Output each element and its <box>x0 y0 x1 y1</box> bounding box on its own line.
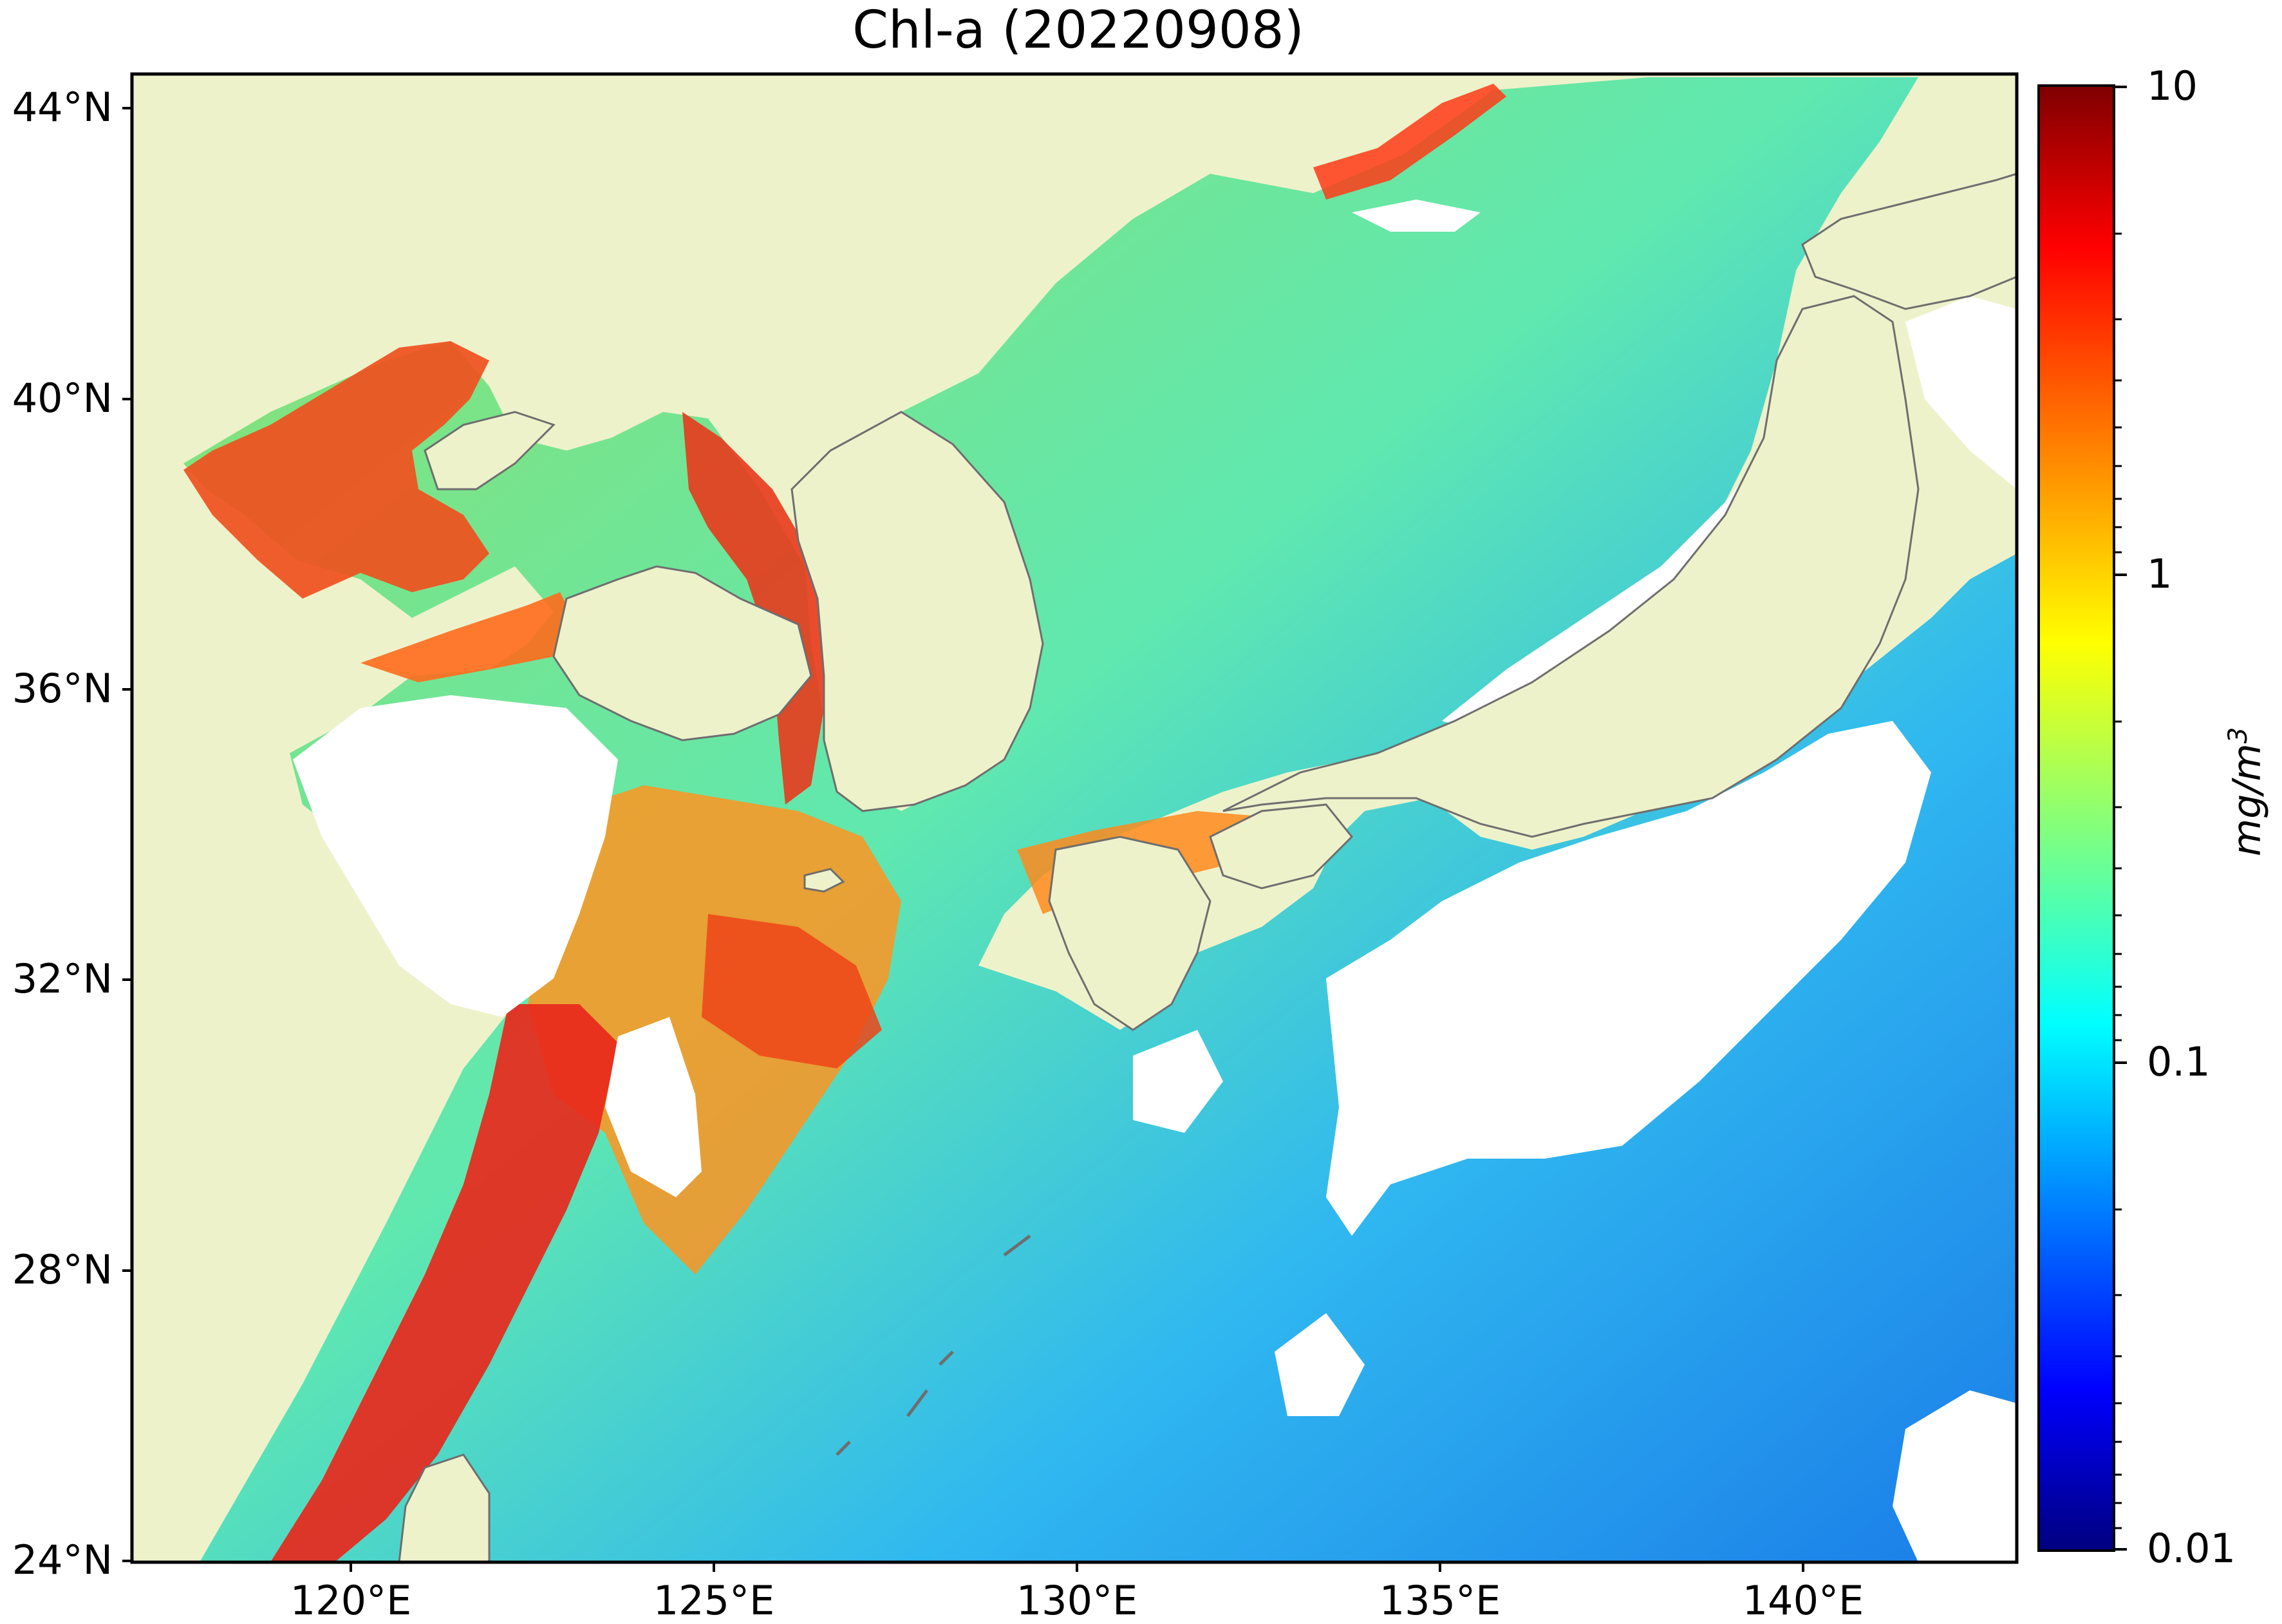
x-tick-label: 130°E <box>1016 1577 1138 1624</box>
y-tick-label: 24°N <box>12 1536 113 1583</box>
hokkaido-island <box>1801 173 2017 310</box>
colorbar-tick-label: 0.1 <box>2147 1038 2211 1085</box>
kyushu-island <box>1048 835 1211 1031</box>
east-china-sea-bloom <box>528 785 901 1274</box>
shikoku-island <box>1209 803 1354 890</box>
y-tick-label: 28°N <box>12 1246 113 1293</box>
cloud-kyushu-south <box>1133 1030 1223 1133</box>
cloud-pacific-southeast <box>1893 1390 2017 1562</box>
colorbar-unit-base: mg/m <box>2225 743 2270 857</box>
bohai-sea-bloom <box>183 341 489 599</box>
colorbar-unit-label: mg/m3 <box>2223 727 2270 857</box>
cloud-east-china-sea <box>605 1017 702 1197</box>
x-axis-ticks <box>350 1562 1804 1572</box>
korea-west-coastal-bloom <box>682 412 824 805</box>
taiwan-island <box>398 1453 491 1562</box>
cloud-pacific-east <box>1905 296 2017 489</box>
y-tick-label: 40°N <box>12 375 113 422</box>
yellow-sea-coastal-bloom <box>360 592 579 682</box>
colorbar-tick-label: 1 <box>2147 550 2173 597</box>
cloud-japan-sea-east <box>1442 360 1828 747</box>
japan-sea-coastal-bloom <box>1313 84 1506 200</box>
x-tick-label: 120°E <box>290 1577 412 1624</box>
map-frame <box>130 72 2019 1564</box>
colorbar-major-ticks <box>2114 86 2127 1551</box>
x-tick-label: 125°E <box>653 1577 775 1624</box>
colorbar-tick-label: 0.01 <box>2147 1525 2236 1572</box>
jeju-island <box>803 868 845 893</box>
x-tick-label: 140°E <box>1742 1577 1864 1624</box>
x-tick-label: 135°E <box>1379 1577 1501 1624</box>
yangtze-plume-bloom <box>270 1004 618 1562</box>
map-title: Chl-a (20220908) <box>852 0 1304 60</box>
colorbar-unit-exponent: 3 <box>2223 727 2253 744</box>
y-tick-label: 32°N <box>12 955 113 1002</box>
honshu-island <box>1222 295 1920 838</box>
y-tick-label: 36°N <box>12 665 113 712</box>
map-panel <box>132 74 2017 1562</box>
cloud-yangtze-mouth <box>293 695 618 1017</box>
cloud-japan-sea-north <box>1352 200 1481 232</box>
colorbar-minor-ticks <box>2114 232 2122 1529</box>
offshore-patch-bloom <box>702 914 882 1069</box>
y-tick-label: 44°N <box>12 84 113 131</box>
shandong-peninsula <box>552 565 812 742</box>
korean-peninsula <box>790 411 1044 812</box>
ryukyu-islands <box>836 1235 1031 1456</box>
colorbar-tick-label: 10 <box>2147 62 2198 109</box>
colorbar-gradient <box>2037 84 2115 1552</box>
cloud-pacific-south <box>1275 1313 1365 1416</box>
liaodong-peninsula <box>424 411 556 490</box>
y-axis-ticks <box>122 107 132 1562</box>
cloud-pacific-central <box>1326 721 1931 1236</box>
